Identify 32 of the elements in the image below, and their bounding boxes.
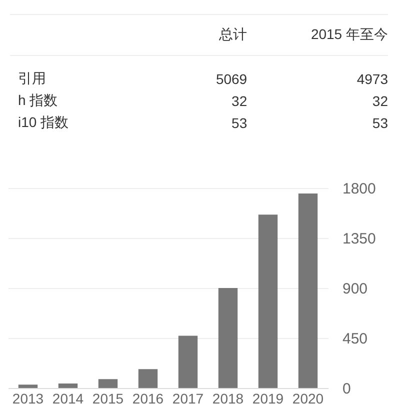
y-tick-label: 1800 <box>342 180 376 198</box>
y-tick-label: 1350 <box>342 230 376 248</box>
y-tick-label: 0 <box>342 380 351 398</box>
text: 32 <box>230 92 248 111</box>
text: 53 <box>230 114 248 133</box>
bar <box>218 288 238 388</box>
text: 2015 年至今 <box>247 14 388 56</box>
bar <box>178 336 198 388</box>
x-tick-label: 2016 <box>132 390 164 406</box>
x-tick-label: 2020 <box>292 390 324 406</box>
x-tick-label: 2018 <box>212 390 244 406</box>
bar <box>18 384 38 388</box>
x-tick-label: 2019 <box>252 390 284 406</box>
bar <box>58 384 78 388</box>
y-tick-label: 900 <box>342 280 368 298</box>
text: 4973 <box>356 70 388 89</box>
text: 32 <box>371 92 388 111</box>
text: 引用 <box>17 69 47 88</box>
bar <box>98 379 118 388</box>
bar <box>258 214 278 388</box>
x-tick-label: 2014 <box>52 390 84 406</box>
text: h 指数 <box>17 91 59 110</box>
x-tick-label: 2013 <box>12 390 44 406</box>
text: 总计 <box>117 14 248 56</box>
text: 5069 <box>214 70 248 89</box>
y-tick-label: 450 <box>342 330 368 348</box>
bar <box>138 369 158 388</box>
text: 53 <box>371 114 388 133</box>
text: i10 指数 <box>17 113 70 132</box>
x-tick-label: 2015 <box>92 390 124 406</box>
bar <box>298 194 318 388</box>
x-tick-label: 2017 <box>172 390 204 406</box>
